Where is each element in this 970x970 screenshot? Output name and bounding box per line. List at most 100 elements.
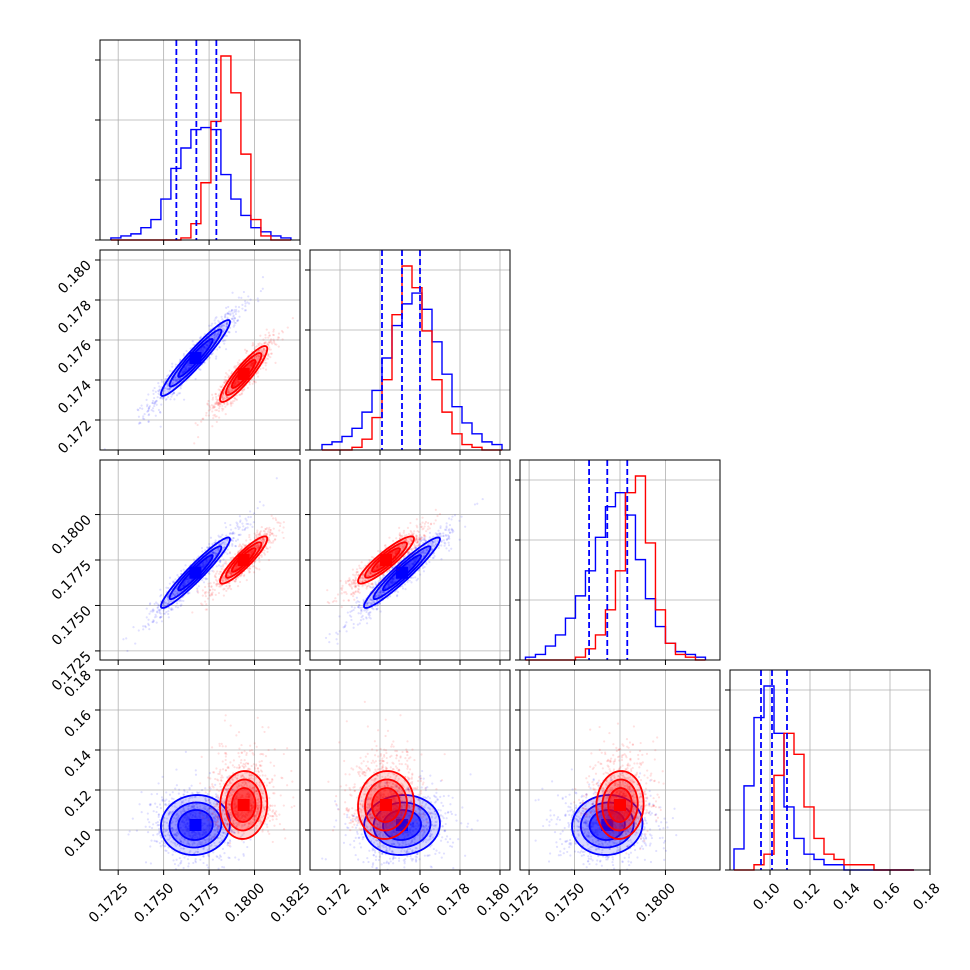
scatter-point [230,572,233,575]
scatter-point [367,574,370,578]
scatter-point [228,569,232,573]
scatter-point [217,403,220,406]
scatter-point [192,558,196,561]
scatter-point [360,616,363,619]
scatter-point [282,521,285,524]
scatter-point [426,549,429,552]
scatter-point [258,560,261,563]
scatter-point [229,402,232,405]
scatter-point [264,527,267,531]
scatter-point [213,334,216,337]
scatter-point [417,544,420,547]
scatter-point [172,381,175,384]
scatter-point [259,289,263,293]
scatter-point [227,312,231,316]
scatter-point [251,382,254,385]
scatter-point [213,574,217,577]
scatter-point [252,377,255,380]
scatter-point [221,541,225,544]
scatter-point [208,594,211,597]
scatter-point [421,551,424,554]
scatter-point [418,544,422,547]
scatter-point [179,387,182,390]
scatter-point [266,547,270,550]
scatter-point [242,575,246,578]
scatter-point [213,319,216,322]
scatter-point [353,585,356,588]
scatter-point [158,388,162,391]
scatter-point [234,578,238,581]
scatter-point [342,626,345,629]
scatter-point [205,414,208,417]
scatter-point [221,565,225,568]
scatter-point [372,599,375,603]
scatter-point [141,407,144,410]
scatter-point [234,553,237,556]
scatter-point [223,541,226,544]
scatter-point [234,330,238,333]
scatter-point [410,537,413,540]
scatter-point [206,597,210,600]
scatter-point [355,601,358,604]
scatter-point [175,378,179,381]
scatter-point [197,436,200,439]
scatter-point [355,596,358,599]
scatter-point [211,569,214,572]
scatter-point [223,562,226,565]
scatter-point [366,602,369,606]
scatter-point [272,338,275,341]
scatter-point [253,561,256,564]
scatter-point [356,584,360,587]
scatter-point [175,394,179,397]
scatter-point [136,408,139,411]
scatter-point [368,616,371,619]
scatter-point [377,593,380,596]
scatter-point [437,529,440,532]
scatter-point [268,340,271,343]
scatter-point [338,615,341,618]
scatter-point [272,330,275,333]
scatter-point [354,584,357,588]
scatter-point [148,628,151,631]
scatter-point [236,576,239,579]
x-tick-label: 0.10 [750,880,783,913]
scatter-point [268,334,272,337]
scatter-point [236,576,240,579]
scatter-point [251,525,254,529]
scatter-point [227,376,230,379]
scatter-point [230,572,233,576]
scatter-point [233,396,236,400]
scatter-point [234,312,238,316]
scatter-point [235,521,238,524]
scatter-point [271,342,274,345]
density-peak-blue [396,566,408,579]
scatter-point [415,518,418,521]
scatter-point [229,312,232,315]
scatter-point [269,528,272,532]
scatter-point [221,384,224,387]
scatter-point [167,612,170,616]
scatter-point [375,594,378,597]
scatter-point [238,580,242,584]
scatter-point [213,333,216,337]
scatter-point [237,296,241,299]
scatter-point [224,375,227,379]
scatter-point [274,517,277,520]
scatter-point [214,357,218,360]
scatter-point [238,543,242,546]
scatter-point [260,555,263,558]
scatter-point [227,391,231,394]
scatter-point [409,538,412,541]
scatter-point [229,572,233,575]
scatter-point [240,547,244,550]
scatter-point [217,402,220,405]
scatter-point [158,608,161,612]
scatter-point [213,338,216,342]
scatter-point [147,409,150,413]
scatter-point [379,591,382,595]
scatter-point [266,353,270,356]
scatter-point [251,342,255,345]
scatter-point [257,370,260,373]
scatter-point [357,605,360,609]
